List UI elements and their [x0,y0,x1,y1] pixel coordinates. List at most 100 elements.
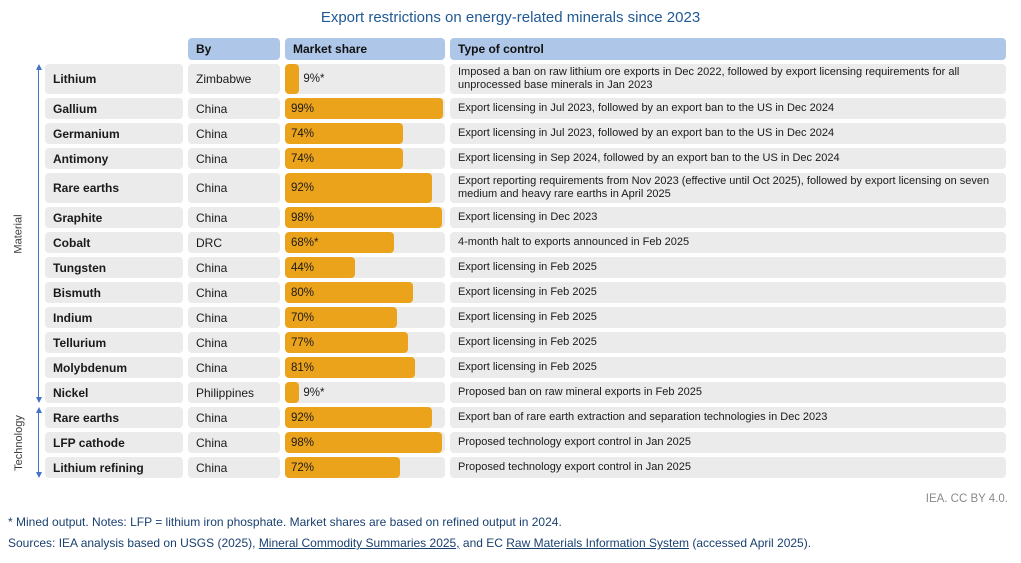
market-share-bar [285,123,404,144]
mineral-cell: Lithium refining [45,457,183,478]
control-description-cell: Imposed a ban on raw lithium ore exports… [450,64,1006,94]
mineral-cell: Lithium [45,64,183,94]
mineral-cell: LFP cathode [45,432,183,453]
market-share-cell: 98% [285,432,445,453]
market-share-cell: 98% [285,207,445,228]
market-share-bar [285,148,404,169]
market-share-value: 70% [291,311,315,324]
market-share-cell: 9%* [285,382,445,403]
table-row: Rare earths China 92% Export reporting requ… [45,173,1006,203]
source-link-raw-materials-information-system[interactable]: Raw Materials Information System [506,536,689,550]
market-share-bar [285,98,444,119]
control-description-cell: Export licensing in Feb 2025 [450,307,1006,328]
market-share-bar [285,382,300,403]
market-share-bar [285,307,397,328]
market-share-bar [285,357,415,378]
market-share-cell: 72% [285,457,445,478]
mineral-cell: Cobalt [45,232,183,253]
market-share-cell: 92% [285,407,445,428]
table-row: Indium China 70% Export licensing in Feb 20… [45,307,1006,328]
material-axis-arrow-icon [34,64,43,403]
market-share-value: 80% [291,286,315,299]
by-country-cell: Zimbabwe [188,64,280,94]
technology-group-label: Technology [10,407,28,478]
control-description-cell: Export licensing in Dec 2023 [450,207,1006,228]
table-body: Lithium Zimbabwe 9%* Imposed a ban on raw l… [45,64,1006,478]
market-share-bar [285,457,401,478]
market-share-cell: 74% [285,148,445,169]
footnote: * Mined output. Notes: LFP = lithium iro… [8,515,562,529]
column-header-by: By [188,38,280,60]
market-share-cell: 80% [285,282,445,303]
market-share-cell: 81% [285,357,445,378]
sources-middle: and EC [459,536,507,550]
mineral-cell: Nickel [45,382,183,403]
market-share-value: 99% [291,102,315,115]
table-row: Lithium Zimbabwe 9%* Imposed a ban on raw l… [45,64,1006,94]
market-share-value: 74% [291,127,315,140]
by-country-cell: China [188,207,280,228]
table-row: Cobalt DRC 68%* 4-month halt to exports ann… [45,232,1006,253]
by-country-cell: China [188,257,280,278]
control-description-cell: Export licensing in Jul 2023, followed b… [450,98,1006,119]
material-group-label: Material [10,64,28,403]
market-share-value: 77% [291,336,315,349]
control-description-cell: Proposed technology export control in Ja… [450,457,1006,478]
market-share-bar [285,232,394,253]
control-description-cell: Export licensing in Sep 2024, followed b… [450,148,1006,169]
market-share-cell: 74% [285,123,445,144]
market-share-value: 44% [291,261,315,274]
market-share-bar [285,282,413,303]
market-share-value: 98% [291,211,315,224]
market-share-value: 9%* [303,386,325,399]
control-description-cell: Export licensing in Feb 2025 [450,332,1006,353]
market-share-bar [285,257,356,278]
market-share-value: 98% [291,436,315,449]
table-row: Tellurium China 77% Export licensing in Feb… [45,332,1006,353]
by-country-cell: China [188,98,280,119]
mineral-cell: Graphite [45,207,183,228]
market-share-cell: 77% [285,332,445,353]
market-share-cell: 99% [285,98,445,119]
table-row: Germanium China 74% Export licensing in Jul… [45,123,1006,144]
column-header-type-of-control: Type of control [450,38,1006,60]
table-row: Molybdenum China 81% Export licensing in Fe… [45,357,1006,378]
restrictions-table: By Market share Type of control Lithium Z… [45,38,1006,478]
sources-line: Sources: IEA analysis based on USGS (202… [8,536,811,550]
by-country-cell: China [188,357,280,378]
by-country-cell: DRC [188,232,280,253]
header-spacer [45,38,183,60]
table-row: LFP cathode China 98% Proposed technology e… [45,432,1006,453]
control-description-cell: 4-month halt to exports announced in Feb… [450,232,1006,253]
license-credit: IEA. CC BY 4.0. [925,493,1008,505]
source-link-mineral-commodity-summaries[interactable]: Mineral Commodity Summaries 2025, [258,536,460,550]
market-share-value: 74% [291,152,315,165]
by-country-cell: Philippines [188,382,280,403]
market-share-bar [285,407,433,428]
market-share-value: 72% [291,461,315,474]
control-description-cell: Export licensing in Feb 2025 [450,282,1006,303]
mineral-cell: Tellurium [45,332,183,353]
material-group-label-text: Material [13,213,25,254]
by-country-cell: China [188,123,280,144]
mineral-cell: Rare earths [45,407,183,428]
by-country-cell: China [188,282,280,303]
mineral-cell: Antimony [45,148,183,169]
by-country-cell: China [188,407,280,428]
arrow-line [37,412,40,473]
by-country-cell: China [188,432,280,453]
mineral-cell: Gallium [45,98,183,119]
table-row: Tungsten China 44% Export licensing in Feb … [45,257,1006,278]
control-description-cell: Export licensing in Feb 2025 [450,257,1006,278]
sources-suffix: (accessed April 2025). [689,536,812,550]
by-country-cell: China [188,457,280,478]
market-share-value: 68%* [291,236,319,249]
control-description-cell: Export licensing in Feb 2025 [450,357,1006,378]
mineral-cell: Bismuth [45,282,183,303]
mineral-cell: Molybdenum [45,357,183,378]
market-share-bar [285,64,300,94]
control-description-cell: Export reporting requirements from Nov 2… [450,173,1006,203]
table-row: Rare earths China 92% Export ban of rare ea… [45,407,1006,428]
market-share-bar [285,432,442,453]
